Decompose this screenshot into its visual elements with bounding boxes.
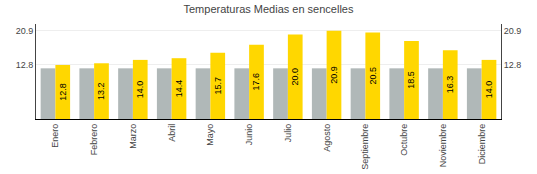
svg-text:Febrero: Febrero (89, 124, 99, 156)
svg-text:Abril: Abril (167, 124, 177, 142)
svg-text:12.8: 12.8 (16, 60, 34, 70)
svg-text:16.3: 16.3 (445, 76, 455, 94)
svg-text:Junio: Junio (244, 124, 254, 146)
svg-text:12.8: 12.8 (58, 83, 68, 101)
svg-text:12.8: 12.8 (504, 60, 522, 70)
svg-text:20.9: 20.9 (16, 26, 34, 36)
svg-text:14.0: 14.0 (135, 81, 145, 99)
svg-text:15.7: 15.7 (213, 77, 223, 95)
svg-text:Enero: Enero (50, 124, 60, 148)
svg-text:14.4: 14.4 (174, 80, 184, 98)
svg-text:Agosto: Agosto (322, 124, 332, 152)
svg-text:Octubre: Octubre (399, 124, 409, 156)
svg-text:Julio: Julio (283, 124, 293, 143)
svg-text:20.5: 20.5 (368, 67, 378, 85)
svg-text:13.2: 13.2 (96, 82, 106, 100)
svg-text:Marzo: Marzo (128, 124, 138, 149)
svg-text:18.5: 18.5 (406, 71, 416, 89)
svg-text:14.0: 14.0 (484, 81, 494, 99)
svg-text:Diciembre: Diciembre (477, 124, 487, 165)
svg-text:Noviembre: Noviembre (438, 124, 448, 168)
svg-text:20.9: 20.9 (504, 26, 522, 36)
svg-text:17.6: 17.6 (251, 73, 261, 91)
svg-text:Temperaturas Medias en sencell: Temperaturas Medias en sencelles (184, 3, 354, 15)
svg-text:Septiembre: Septiembre (360, 124, 370, 170)
svg-text:Mayo: Mayo (205, 124, 215, 146)
svg-text:20.9: 20.9 (329, 66, 339, 84)
svg-text:20.0: 20.0 (290, 68, 300, 86)
